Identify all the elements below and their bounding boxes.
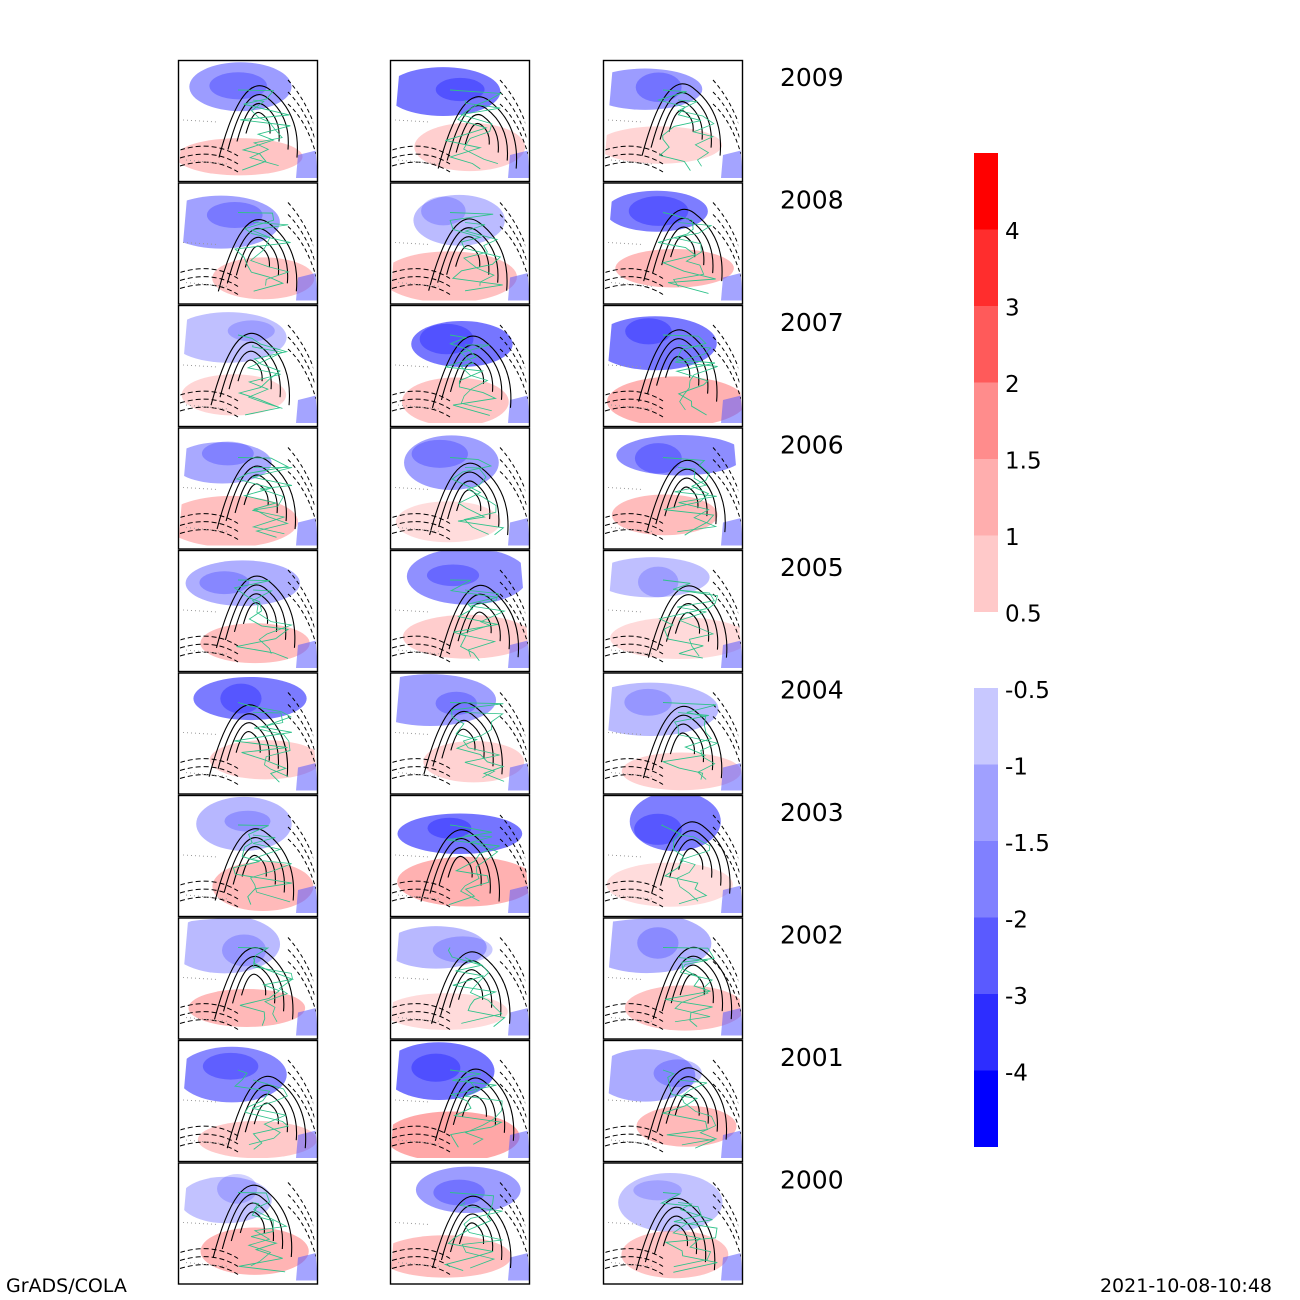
colorbar-swatch: [974, 535, 998, 612]
map-panel: [177, 672, 319, 795]
map-panel: [177, 182, 319, 305]
map-panel: [602, 794, 744, 918]
map-panel: [389, 1162, 531, 1285]
map-panel: [389, 59, 531, 183]
map-panel: [177, 59, 319, 183]
map-panel: [389, 427, 531, 550]
year-label: 2005: [780, 553, 844, 582]
year-label: 2000: [780, 1166, 844, 1195]
map-panel: [389, 672, 531, 795]
footer-left-label: GrADS/COLA: [6, 1275, 127, 1297]
colorbar-tick-label: -0.5: [1005, 678, 1050, 704]
year-labels: 2009 2008 2007 2006 2005 2004 2003 2002 2001 2000: [780, 63, 844, 1195]
colorbar-swatch: [974, 841, 998, 918]
colorbar-swatch: [974, 1070, 998, 1147]
map-panel: [602, 1162, 744, 1285]
year-label: 2004: [780, 676, 844, 705]
colorbar-swatch: [974, 917, 998, 994]
year-label: 2001: [780, 1043, 844, 1072]
year-label: 2007: [780, 308, 844, 337]
colorbar: 4 3 2 1.5 1 0.5 -0.5 -1 -1.5 -2 -3 -4: [974, 153, 1050, 1147]
map-panel: [177, 794, 319, 918]
footer-right-timestamp: 2021-10-08-10:48: [1100, 1275, 1272, 1297]
map-panel: [602, 59, 744, 183]
colorbar-swatch: [974, 229, 998, 306]
colorbar-swatch: [974, 688, 998, 765]
colorbar-tick-label: -2: [1005, 908, 1028, 934]
colorbar-swatch: [974, 764, 998, 841]
map-panel: [177, 1039, 319, 1163]
colorbar-tick-label: -3: [1005, 984, 1028, 1010]
map-panel: [602, 304, 744, 428]
colorbar-tick-label: -4: [1005, 1061, 1028, 1087]
map-panel: [177, 917, 319, 1040]
year-label: 2006: [780, 431, 844, 460]
colorbar-tick-label: 0.5: [1005, 602, 1042, 628]
colorbar-swatch: [974, 153, 998, 230]
map-panel: [602, 182, 744, 305]
map-panel: [602, 1039, 744, 1163]
map-panel: [389, 304, 531, 428]
map-panel-grid: [177, 59, 744, 1285]
map-panel: [602, 427, 744, 550]
map-panel: [389, 1039, 531, 1163]
colorbar-swatch: [974, 459, 998, 536]
map-panel: [602, 549, 744, 673]
map-panel: [177, 549, 319, 673]
map-panel: [602, 672, 744, 795]
map-panel: [389, 182, 531, 305]
year-label: 2008: [780, 186, 844, 215]
colorbar-tick-label: -1.5: [1005, 831, 1050, 857]
colorbar-tick-label: -1: [1005, 755, 1028, 781]
map-panel: [177, 304, 319, 428]
map-panel: [177, 427, 319, 550]
year-label: 2009: [780, 63, 844, 92]
colorbar-tick-label: 3: [1005, 296, 1020, 322]
colorbar-tick-label: 1: [1005, 525, 1020, 551]
colorbar-tick-label: 1.5: [1005, 449, 1042, 475]
colorbar-swatch: [974, 382, 998, 459]
map-panel: [177, 1162, 319, 1285]
colorbar-tick-label: 4: [1005, 219, 1020, 245]
colorbar-tick-label: 2: [1005, 372, 1020, 398]
colorbar-swatch: [974, 306, 998, 383]
year-label: 2003: [780, 798, 844, 827]
map-panel: [602, 917, 744, 1040]
map-panel: [389, 794, 531, 918]
colorbar-swatch: [974, 994, 998, 1071]
map-panel: [389, 917, 531, 1040]
map-panel: [389, 549, 531, 673]
year-label: 2002: [780, 921, 844, 950]
